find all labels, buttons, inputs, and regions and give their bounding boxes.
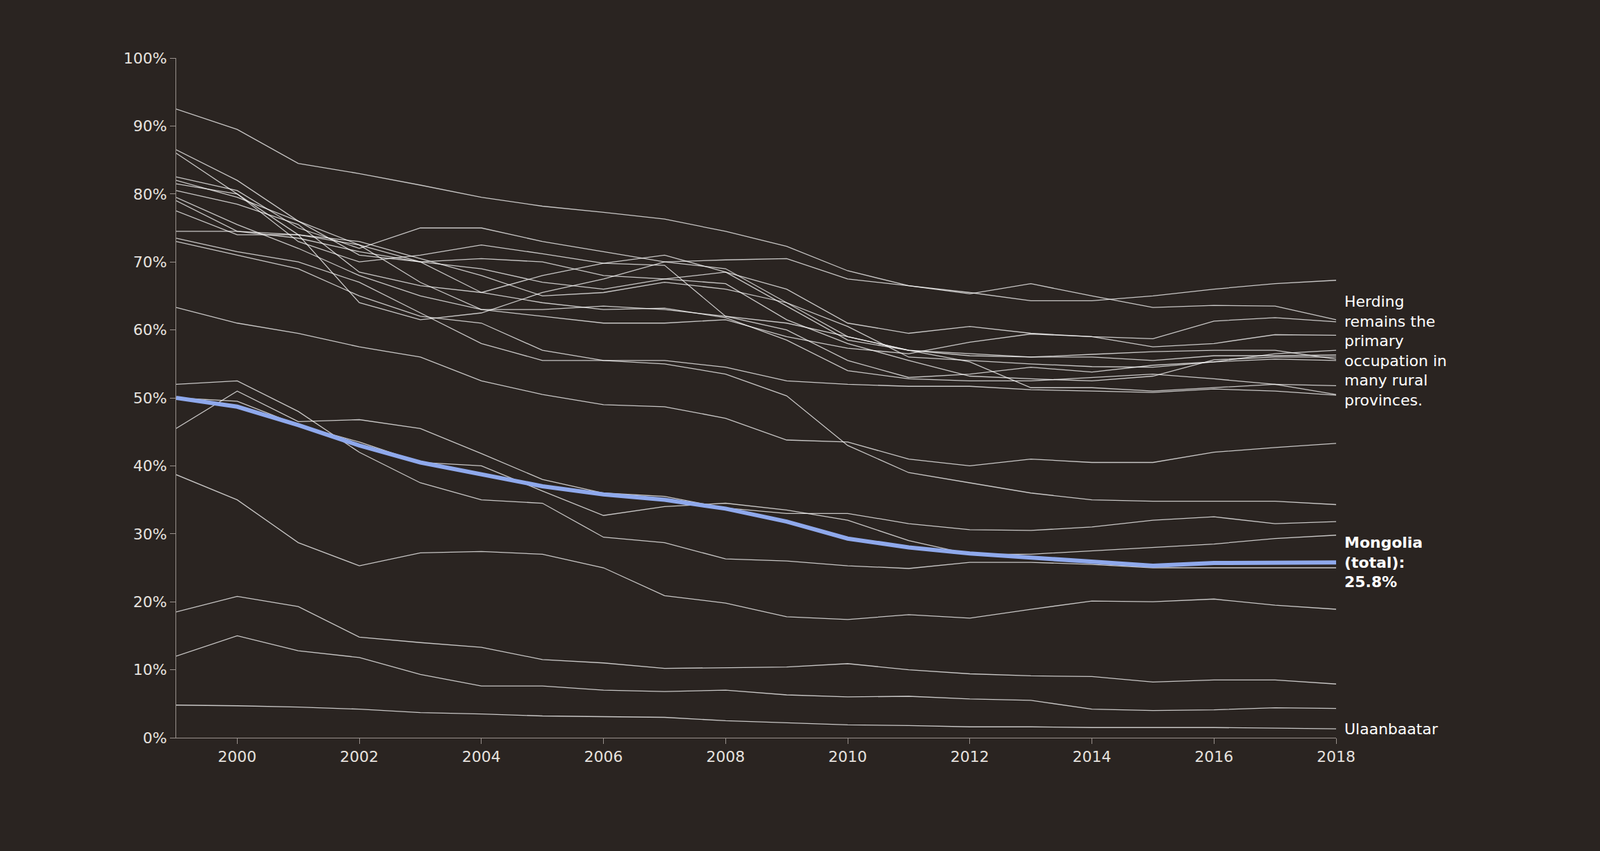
svg-text:100%: 100% [123,49,168,68]
svg-text:2010: 2010 [828,748,868,766]
svg-text:30%: 30% [133,525,168,544]
svg-text:2014: 2014 [1072,748,1112,766]
svg-text:40%: 40% [133,457,168,475]
svg-text:Herdingremains theprimaryoccup: Herdingremains theprimaryoccupation inma… [1344,292,1447,409]
svg-text:2006: 2006 [584,748,624,766]
svg-text:20%: 20% [133,593,168,611]
svg-text:0%: 0% [143,729,168,747]
svg-text:2016: 2016 [1194,748,1234,766]
svg-text:2004: 2004 [462,748,501,766]
svg-text:70%: 70% [133,253,168,271]
svg-text:50%: 50% [133,389,168,407]
svg-text:Mongolia(total):25.8%: Mongolia(total):25.8% [1344,534,1423,591]
svg-text:10%: 10% [133,661,168,679]
svg-text:2002: 2002 [339,748,379,766]
svg-text:80%: 80% [133,185,168,204]
svg-text:60%: 60% [133,321,168,339]
svg-text:2012: 2012 [950,748,990,766]
svg-text:2018: 2018 [1316,748,1356,766]
svg-text:90%: 90% [133,117,168,135]
svg-text:2008: 2008 [706,748,745,766]
svg-text:2000: 2000 [217,748,257,766]
svg-text:Ulaanbaatar: Ulaanbaatar [1344,720,1439,738]
